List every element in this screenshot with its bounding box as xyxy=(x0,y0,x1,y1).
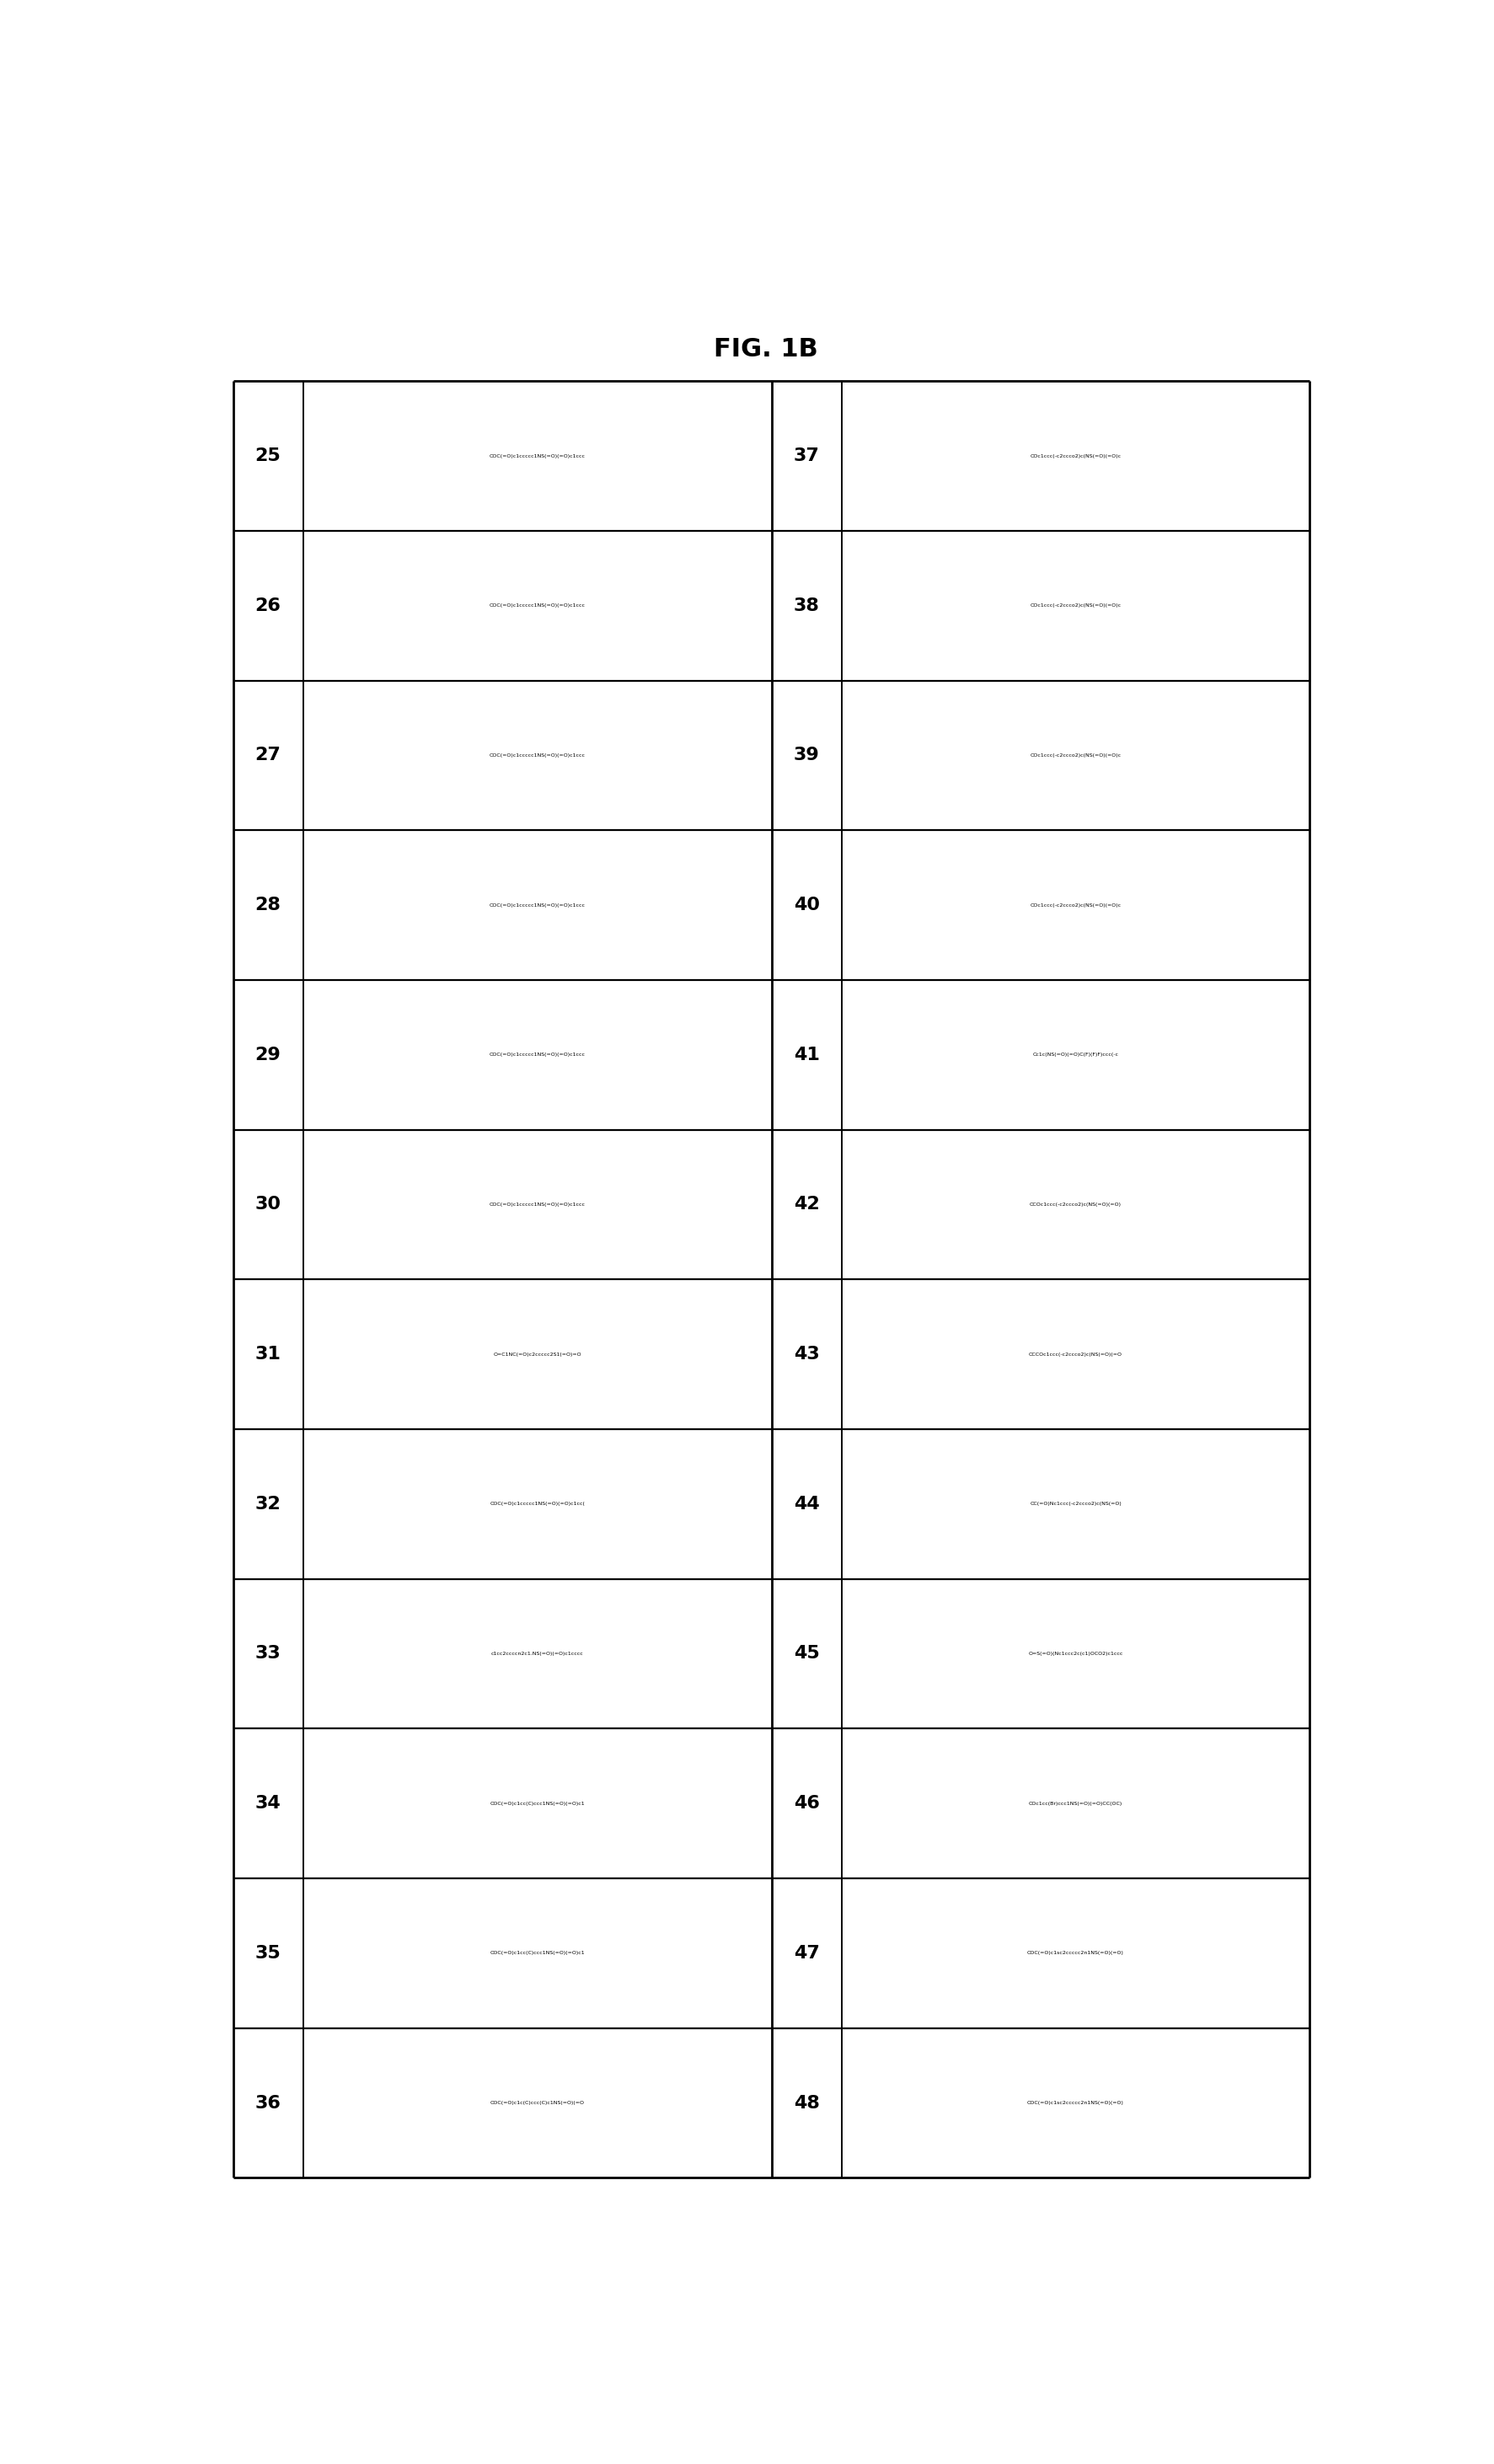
Text: 33: 33 xyxy=(255,1646,281,1663)
Text: COC(=O)c1sc2ccccc2n1NS(=O)(=O): COC(=O)c1sc2ccccc2n1NS(=O)(=O) xyxy=(1028,2102,1123,2104)
Text: 31: 31 xyxy=(255,1345,281,1363)
Text: COC(=O)c1ccccc1NS(=O)(=O)c1ccc: COC(=O)c1ccccc1NS(=O)(=O)c1ccc xyxy=(489,754,586,756)
Text: 47: 47 xyxy=(793,1944,820,1961)
Text: COC(=O)c1ccccc1NS(=O)(=O)c1ccc: COC(=O)c1ccccc1NS(=O)(=O)c1ccc xyxy=(489,604,586,609)
Text: 27: 27 xyxy=(255,747,281,764)
Text: COC(=O)c1c(C)ccc(C)c1NS(=O)(=O: COC(=O)c1c(C)ccc(C)c1NS(=O)(=O xyxy=(490,2102,584,2104)
Text: 39: 39 xyxy=(793,747,819,764)
Text: 40: 40 xyxy=(793,897,820,914)
Text: COc1ccc(-c2ccco2)c(NS(=O)(=O)c: COc1ccc(-c2ccco2)c(NS(=O)(=O)c xyxy=(1029,604,1120,609)
Text: COC(=O)c1ccccc1NS(=O)(=O)c1ccc: COC(=O)c1ccccc1NS(=O)(=O)c1ccc xyxy=(489,1052,586,1057)
Text: 38: 38 xyxy=(793,596,820,614)
Text: COc1ccc(-c2ccco2)c(NS(=O)(=O)c: COc1ccc(-c2ccco2)c(NS(=O)(=O)c xyxy=(1029,902,1120,907)
Text: 42: 42 xyxy=(793,1195,819,1212)
Text: COC(=O)c1ccccc1NS(=O)(=O)c1cc(: COC(=O)c1ccccc1NS(=O)(=O)c1cc( xyxy=(490,1503,584,1506)
Text: CCCOc1ccc(-c2ccco2)c(NS(=O)(=O: CCCOc1ccc(-c2ccco2)c(NS(=O)(=O xyxy=(1029,1353,1122,1355)
Text: 34: 34 xyxy=(255,1796,281,1811)
Text: 43: 43 xyxy=(793,1345,819,1363)
Text: 37: 37 xyxy=(793,448,820,463)
Text: 46: 46 xyxy=(793,1796,820,1811)
Text: 41: 41 xyxy=(793,1047,820,1064)
Text: O=S(=O)(Nc1ccc2c(c1)OCO2)c1ccc: O=S(=O)(Nc1ccc2c(c1)OCO2)c1ccc xyxy=(1028,1651,1123,1656)
Text: 45: 45 xyxy=(793,1646,819,1663)
Text: COC(=O)c1cc(C)ccc1NS(=O)(=O)c1: COC(=O)c1cc(C)ccc1NS(=O)(=O)c1 xyxy=(490,1951,584,1956)
Text: O=C1NC(=O)c2ccccc2S1(=O)=O: O=C1NC(=O)c2ccccc2S1(=O)=O xyxy=(493,1353,581,1355)
Text: CC(=O)Nc1ccc(-c2ccco2)c(NS(=O): CC(=O)Nc1ccc(-c2ccco2)c(NS(=O) xyxy=(1029,1503,1122,1506)
Text: Cc1c(NS(=O)(=O)C(F)(F)F)ccc(-c: Cc1c(NS(=O)(=O)C(F)(F)F)ccc(-c xyxy=(1032,1052,1119,1057)
Text: COc1cc(Br)ccc1NS(=O)(=O)CC(OC): COc1cc(Br)ccc1NS(=O)(=O)CC(OC) xyxy=(1029,1801,1122,1806)
Text: FIG. 1B: FIG. 1B xyxy=(714,338,817,362)
Text: 30: 30 xyxy=(255,1195,281,1212)
Text: COC(=O)c1ccccc1NS(=O)(=O)c1ccc: COC(=O)c1ccccc1NS(=O)(=O)c1ccc xyxy=(489,1202,586,1207)
Text: COC(=O)c1ccccc1NS(=O)(=O)c1ccc: COC(=O)c1ccccc1NS(=O)(=O)c1ccc xyxy=(489,453,586,458)
Text: 48: 48 xyxy=(793,2094,820,2112)
Text: 26: 26 xyxy=(255,596,281,614)
Text: COc1ccc(-c2ccco2)c(NS(=O)(=O)c: COc1ccc(-c2ccco2)c(NS(=O)(=O)c xyxy=(1029,453,1120,458)
Text: COC(=O)c1ccccc1NS(=O)(=O)c1ccc: COC(=O)c1ccccc1NS(=O)(=O)c1ccc xyxy=(489,902,586,907)
Text: COC(=O)c1cc(C)ccc1NS(=O)(=O)c1: COC(=O)c1cc(C)ccc1NS(=O)(=O)c1 xyxy=(490,1801,584,1806)
Text: 36: 36 xyxy=(255,2094,281,2112)
Text: COc1ccc(-c2ccco2)c(NS(=O)(=O)c: COc1ccc(-c2ccco2)c(NS(=O)(=O)c xyxy=(1029,754,1120,756)
Text: 35: 35 xyxy=(255,1944,281,1961)
Text: 25: 25 xyxy=(255,448,281,463)
Text: 44: 44 xyxy=(793,1496,819,1513)
Text: COC(=O)c1sc2ccccc2n1NS(=O)(=O): COC(=O)c1sc2ccccc2n1NS(=O)(=O) xyxy=(1028,1951,1123,1956)
Text: 28: 28 xyxy=(255,897,281,914)
Text: 29: 29 xyxy=(255,1047,281,1064)
Text: 32: 32 xyxy=(255,1496,281,1513)
Text: c1cc2ccccn2c1.NS(=O)(=O)c1cccc: c1cc2ccccn2c1.NS(=O)(=O)c1cccc xyxy=(492,1651,584,1656)
Text: CCOc1ccc(-c2ccco2)c(NS(=O)(=O): CCOc1ccc(-c2ccco2)c(NS(=O)(=O) xyxy=(1029,1202,1122,1207)
